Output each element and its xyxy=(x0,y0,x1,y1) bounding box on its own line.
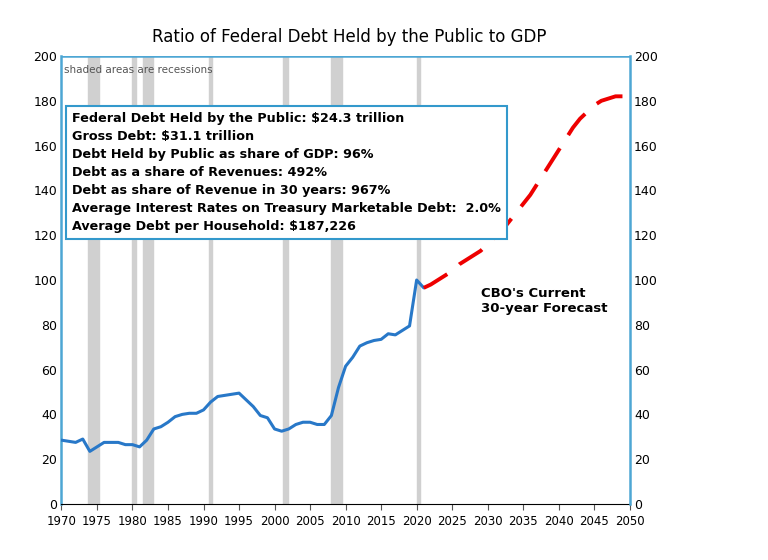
Bar xyxy=(143,56,153,504)
Bar xyxy=(132,56,136,504)
Text: CBO's Current
30-year Forecast: CBO's Current 30-year Forecast xyxy=(481,287,607,315)
Bar xyxy=(416,56,420,504)
Bar xyxy=(88,56,99,504)
Bar xyxy=(209,56,213,504)
Text: Federal Debt Held by the Public: $24.3 trillion
Gross Debt: $31.1 trillion
Debt : Federal Debt Held by the Public: $24.3 t… xyxy=(72,112,501,233)
Bar xyxy=(331,56,342,504)
Text: shaded areas are recessions: shaded areas are recessions xyxy=(65,65,213,75)
Text: Ratio of Federal Debt Held by the Public to GDP: Ratio of Federal Debt Held by the Public… xyxy=(152,28,547,46)
Bar xyxy=(283,56,288,504)
